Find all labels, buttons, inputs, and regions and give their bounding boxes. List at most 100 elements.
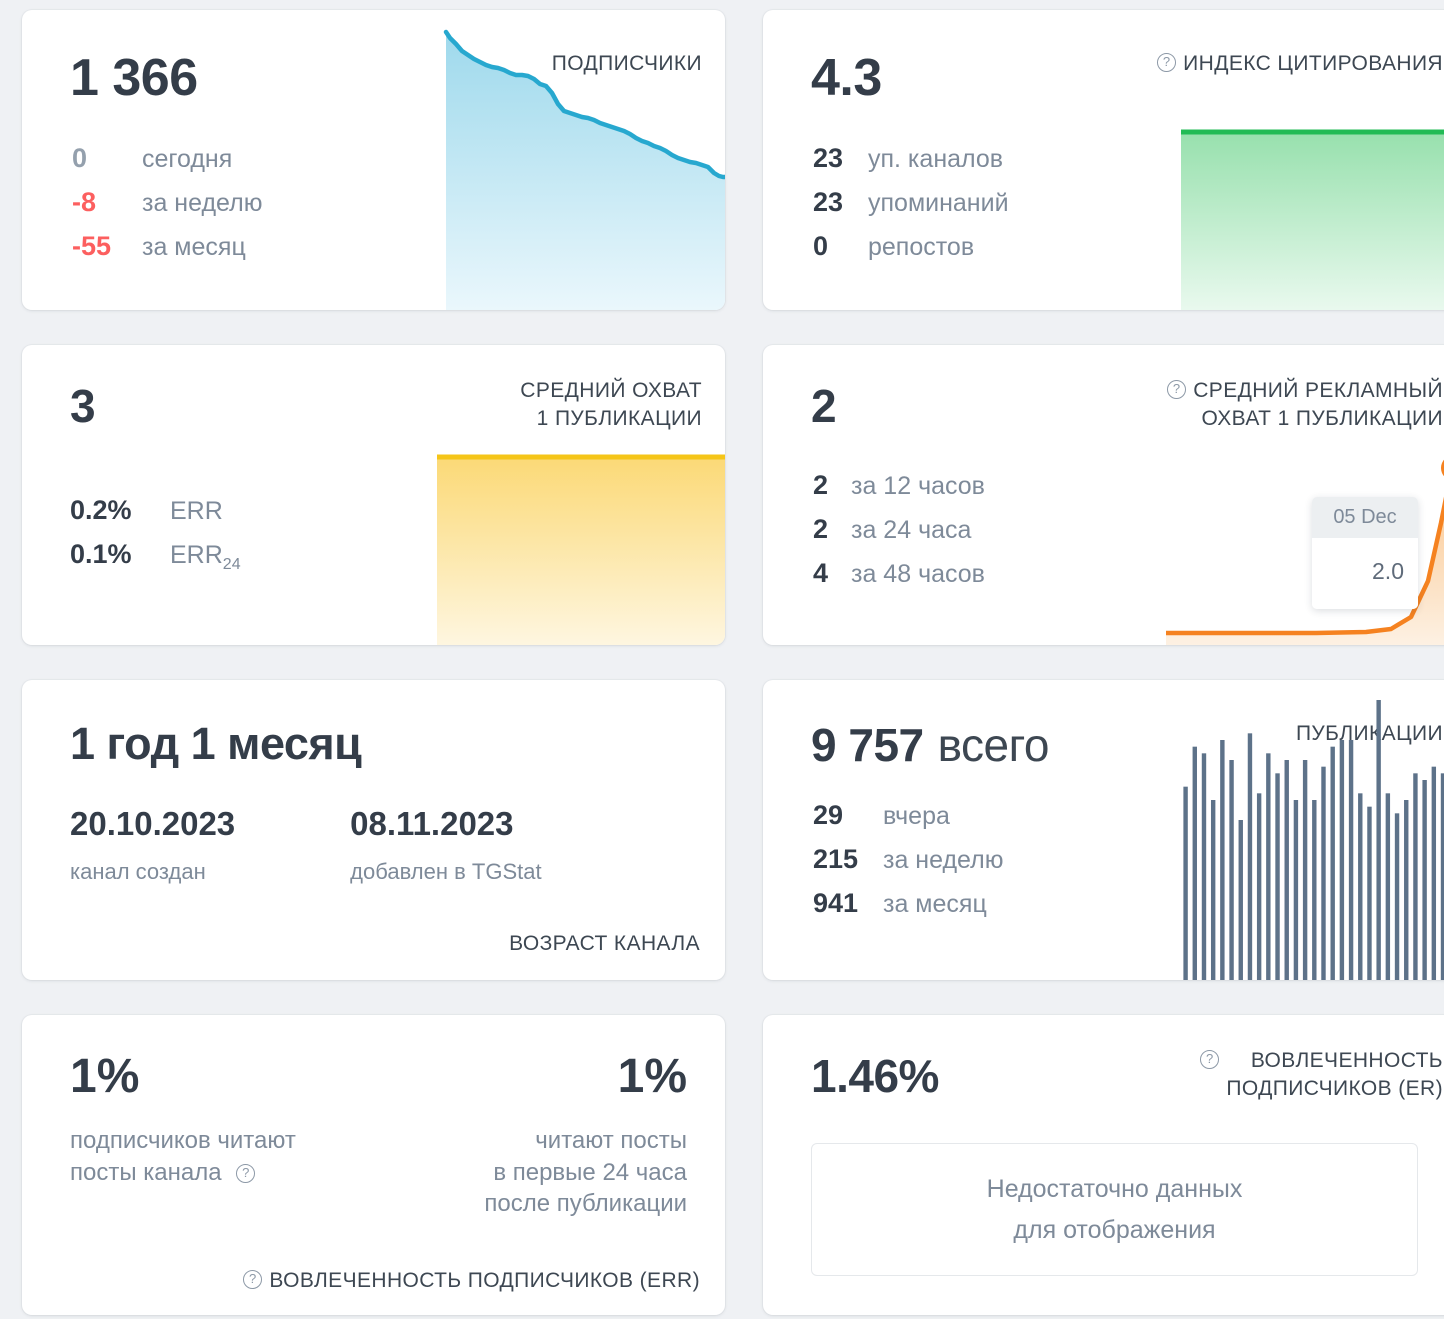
card-average-reach-title: СРЕДНИЙ ОХВАТ 1 ПУБЛИКАЦИИ <box>520 379 702 431</box>
publications-yesterday-label: вчера <box>883 802 950 830</box>
citation-mentions-value: 23 <box>813 187 844 217</box>
list-item: 215 за неделю <box>813 844 1003 888</box>
list-item: 0.1% ERR24 <box>70 539 241 583</box>
card-subscribers-title: ПОДПИСЧИКИ <box>551 52 702 75</box>
err-left-block: 1% подписчиков читают посты канала <box>70 1053 296 1188</box>
average-ad-reach-chart[interactable] <box>1166 345 1444 645</box>
er-value: 1.46% <box>811 1050 939 1102</box>
citation-mentions-label: упоминаний <box>868 189 1009 217</box>
channel-added-label: добавлен в TGStat <box>350 859 542 884</box>
subscribers-week-label: за неделю <box>142 189 263 217</box>
card-publications-title: ПУБЛИКАЦИИ <box>1295 722 1443 745</box>
card-channel-age[interactable]: 1 год 1 месяц 20.10.2023 канал создан 08… <box>22 680 725 980</box>
ad-reach-24h-label: за 24 часа <box>851 516 972 544</box>
citation-channels-label: уп. каналов <box>868 145 1004 173</box>
list-item: 0.2% ERR <box>70 495 241 539</box>
subscribers-chart[interactable] <box>440 10 725 310</box>
list-item: 0 репостов <box>813 231 1009 275</box>
citation-channels-value: 23 <box>813 143 844 173</box>
err24-label: ERR24 <box>170 541 241 574</box>
publications-total-suffix: всего <box>937 719 1050 771</box>
ad-reach-12h-value: 2 <box>813 470 829 500</box>
err-value: 0.2% <box>70 495 132 525</box>
subscribers-month-label: за месяц <box>142 233 246 261</box>
err24-value: 0.1% <box>70 539 132 569</box>
card-subscriber-engagement-err[interactable]: 1% подписчиков читают посты канала 1% чи… <box>22 1015 725 1315</box>
err-left-caption: подписчиков читают посты канала <box>70 1125 296 1188</box>
card-average-ad-reach-title: СРЕДНИЙ РЕКЛАМНЫЙ ОХВАТ 1 ПУБЛИКАЦИИ <box>1167 377 1443 434</box>
help-circle-icon[interactable] <box>1157 53 1177 72</box>
channel-created-label: канал создан <box>70 859 206 884</box>
list-item: 0 сегодня <box>72 143 262 187</box>
publications-week-value: 215 <box>813 844 859 874</box>
channel-age-headline: 1 год 1 месяц <box>70 718 362 769</box>
average-ad-reach-rows: 2 за 12 часов 2 за 24 часа 4 за 48 часов <box>813 470 985 602</box>
channel-created-date: 20.10.2023 <box>70 805 236 842</box>
ad-reach-48h-label: за 48 часов <box>851 560 985 588</box>
card-citation-index[interactable]: ИНДЕКС ЦИТИРОВАНИЯ 4.3 23 уп. каналов 23… <box>763 10 1444 310</box>
subscribers-rows: 0 сегодня -8 за неделю -55 за месяц <box>72 143 262 275</box>
card-er-title: ВОВЛЕЧЕННОСТЬ ПОДПИСЧИКОВ (ER) <box>1200 1047 1443 1104</box>
card-subscriber-engagement-er[interactable]: ВОВЛЕЧЕННОСТЬ ПОДПИСЧИКОВ (ER) 1.46% Нед… <box>763 1015 1444 1315</box>
help-circle-icon[interactable] <box>1200 1050 1220 1069</box>
list-item: 2 за 24 часа <box>813 514 985 558</box>
tooltip-date: 05 Dec <box>1312 497 1418 538</box>
citation-reposts-value: 0 <box>813 231 829 261</box>
channel-created-block: 20.10.2023 канал создан <box>70 805 235 885</box>
publications-chart[interactable] <box>1181 680 1444 980</box>
card-average-reach[interactable]: СРЕДНИЙ ОХВАТ 1 ПУБЛИКАЦИИ 3 0.2% ERR 0.… <box>22 345 725 645</box>
list-item: -8 за неделю <box>72 187 262 231</box>
tooltip-value: 2.0 <box>1312 538 1418 609</box>
card-citation-index-title: ИНДЕКС ЦИТИРОВАНИЯ <box>1157 50 1443 78</box>
average-reach-rows: 0.2% ERR 0.1% ERR24 <box>70 495 241 583</box>
publications-week-label: за неделю <box>883 846 1004 874</box>
publications-yesterday-value: 29 <box>813 800 844 830</box>
err-right-caption-line2: в первые 24 часа <box>493 1158 687 1186</box>
subscribers-today-value: 0 <box>72 143 88 173</box>
err-right-caption: читают посты в первые 24 часа после публ… <box>484 1125 687 1220</box>
ad-reach-24h-value: 2 <box>813 514 829 544</box>
err-right-block: 1% читают посты в первые 24 часа после п… <box>484 1053 687 1220</box>
err24-subscript: 24 <box>222 556 241 573</box>
help-circle-icon[interactable] <box>236 1163 256 1183</box>
err-label: ERR <box>170 497 223 525</box>
list-item: 4 за 48 часов <box>813 558 985 602</box>
er-no-data-line2: для отображения <box>1013 1215 1216 1244</box>
err-left-percent: 1% <box>70 1050 140 1103</box>
list-item: 23 упоминаний <box>813 187 1009 231</box>
subscribers-today-label: сегодня <box>142 145 233 173</box>
list-item: 2 за 12 часов <box>813 470 985 514</box>
help-circle-icon[interactable] <box>1167 380 1187 399</box>
err-left-caption-line1: подписчиков читают <box>70 1127 296 1154</box>
list-item: -55 за месяц <box>72 231 262 275</box>
citation-index-value: 4.3 <box>811 49 882 107</box>
err24-label-text: ERR <box>170 541 223 569</box>
publications-month-label: за месяц <box>883 890 987 918</box>
subscribers-week-value: -8 <box>72 187 97 217</box>
citation-reposts-label: репостов <box>868 233 975 261</box>
average-reach-chart[interactable] <box>437 345 725 645</box>
list-item: 23 уп. каналов <box>813 143 1009 187</box>
chart-tooltip: 05 Dec 2.0 <box>1312 497 1418 609</box>
err-right-caption-line3: после публикации <box>484 1190 687 1218</box>
channel-added-date: 08.11.2023 <box>350 805 514 842</box>
citation-chart[interactable] <box>1181 10 1444 310</box>
ad-reach-48h-value: 4 <box>813 558 829 588</box>
publications-rows: 29 вчера 215 за неделю 941 за месяц <box>813 800 1003 932</box>
publications-headline: 9 757 всего <box>811 718 1049 772</box>
err-right-caption-line1: читают посты <box>535 1127 687 1154</box>
card-publications[interactable]: ПУБЛИКАЦИИ 9 757 всего 29 вчера 215 за н… <box>763 680 1444 980</box>
channel-added-block: 08.11.2023 добавлен в TGStat <box>350 805 541 885</box>
err-right-percent: 1% <box>617 1050 687 1103</box>
card-subscribers[interactable]: ПОДПИСЧИКИ 1 366 0 сегодня -8 за неделю … <box>22 10 725 310</box>
channel-age-dates: 20.10.2023 канал создан 08.11.2023 добав… <box>70 805 542 885</box>
average-reach-value: 3 <box>70 380 96 432</box>
ad-reach-12h-label: за 12 часов <box>851 472 985 500</box>
card-average-ad-reach[interactable]: СРЕДНИЙ РЕКЛАМНЫЙ ОХВАТ 1 ПУБЛИКАЦИИ 2 2… <box>763 345 1444 645</box>
publications-month-value: 941 <box>813 888 859 918</box>
help-circle-icon[interactable] <box>243 1269 263 1289</box>
publications-total: 9 757 <box>811 719 924 771</box>
er-no-data-placeholder: Недостаточно данных для отображения <box>811 1143 1418 1276</box>
subscribers-month-value: -55 <box>72 231 112 261</box>
